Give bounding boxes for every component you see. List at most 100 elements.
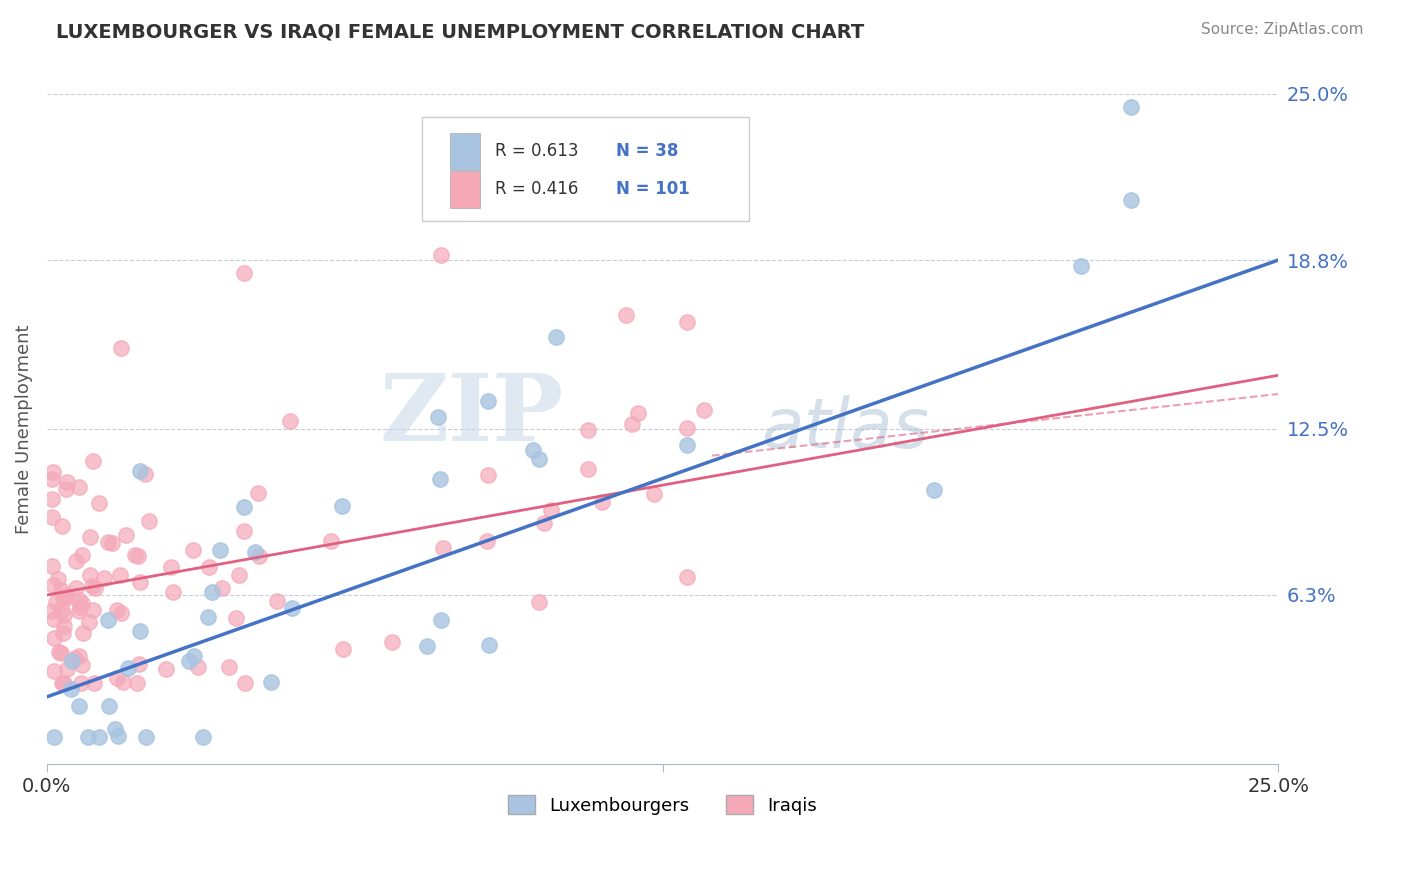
- Point: [477, 393, 499, 408]
- Point: [427, 410, 450, 425]
- Point: [266, 594, 288, 608]
- Point: [79, 530, 101, 544]
- Point: [591, 494, 613, 508]
- Point: [540, 503, 562, 517]
- Point: [42, 578, 65, 592]
- Point: [59, 682, 82, 697]
- Point: [108, 568, 131, 582]
- Point: [676, 570, 699, 584]
- Point: [429, 472, 451, 486]
- Legend: Luxembourgers, Iraqis: Luxembourgers, Iraqis: [501, 788, 824, 822]
- Point: [45, 595, 67, 609]
- Point: [67, 648, 90, 663]
- Point: [83, 676, 105, 690]
- Point: [42, 631, 65, 645]
- Point: [181, 542, 204, 557]
- Point: [48, 645, 70, 659]
- Point: [72, 548, 94, 562]
- Point: [105, 671, 128, 685]
- Point: [529, 595, 551, 609]
- Point: [56, 475, 79, 489]
- Point: [127, 549, 149, 563]
- Point: [233, 676, 256, 690]
- Point: [643, 487, 665, 501]
- Point: [67, 699, 90, 714]
- Point: [922, 483, 945, 497]
- Point: [201, 585, 224, 599]
- Point: [41, 510, 63, 524]
- Point: [53, 676, 76, 690]
- Point: [477, 534, 499, 549]
- Bar: [450, 133, 481, 169]
- Point: [208, 542, 231, 557]
- Point: [105, 603, 128, 617]
- Bar: [450, 170, 481, 208]
- Point: [430, 247, 453, 261]
- Point: [104, 722, 127, 736]
- Point: [44, 730, 66, 744]
- Point: [100, 536, 122, 550]
- Point: [162, 585, 184, 599]
- Point: [693, 403, 716, 417]
- Point: [93, 571, 115, 585]
- Point: [127, 676, 149, 690]
- Point: [246, 486, 269, 500]
- Point: [676, 438, 699, 452]
- Point: [72, 595, 94, 609]
- Point: [627, 406, 650, 420]
- Point: [135, 730, 157, 744]
- Point: [128, 575, 150, 590]
- Point: [675, 421, 697, 435]
- Point: [72, 658, 94, 673]
- Point: [225, 611, 247, 625]
- Point: [55, 591, 77, 605]
- Point: [52, 626, 75, 640]
- Point: [52, 591, 75, 605]
- Point: [53, 619, 76, 633]
- Point: [55, 588, 77, 602]
- Point: [98, 699, 121, 714]
- Point: [51, 518, 73, 533]
- Point: [53, 608, 76, 623]
- Point: [546, 329, 568, 343]
- Point: [247, 549, 270, 564]
- Point: [124, 548, 146, 562]
- Point: [430, 613, 453, 627]
- Point: [67, 604, 90, 618]
- Point: [82, 602, 104, 616]
- Point: [522, 443, 544, 458]
- Text: N = 38: N = 38: [616, 142, 678, 161]
- Point: [676, 315, 699, 329]
- Point: [55, 483, 77, 497]
- Point: [115, 528, 138, 542]
- Text: R = 0.416: R = 0.416: [495, 180, 578, 198]
- Point: [155, 662, 177, 676]
- Point: [529, 451, 551, 466]
- Point: [332, 641, 354, 656]
- Point: [129, 465, 152, 479]
- Text: Source: ZipAtlas.com: Source: ZipAtlas.com: [1201, 22, 1364, 37]
- Point: [432, 541, 454, 556]
- Point: [46, 572, 69, 586]
- Point: [77, 730, 100, 744]
- Text: atlas: atlas: [761, 395, 929, 462]
- Point: [1119, 100, 1142, 114]
- Point: [260, 674, 283, 689]
- Point: [107, 730, 129, 744]
- Point: [49, 583, 72, 598]
- Point: [67, 480, 90, 494]
- Point: [576, 461, 599, 475]
- Point: [97, 535, 120, 549]
- Point: [477, 468, 499, 483]
- Point: [1070, 259, 1092, 273]
- Point: [51, 676, 73, 690]
- Point: [332, 500, 354, 514]
- Point: [67, 592, 90, 607]
- Point: [187, 660, 209, 674]
- Point: [79, 567, 101, 582]
- Point: [281, 600, 304, 615]
- Point: [245, 544, 267, 558]
- Text: ZIP: ZIP: [380, 370, 564, 460]
- Point: [117, 661, 139, 675]
- Text: N = 101: N = 101: [616, 180, 689, 198]
